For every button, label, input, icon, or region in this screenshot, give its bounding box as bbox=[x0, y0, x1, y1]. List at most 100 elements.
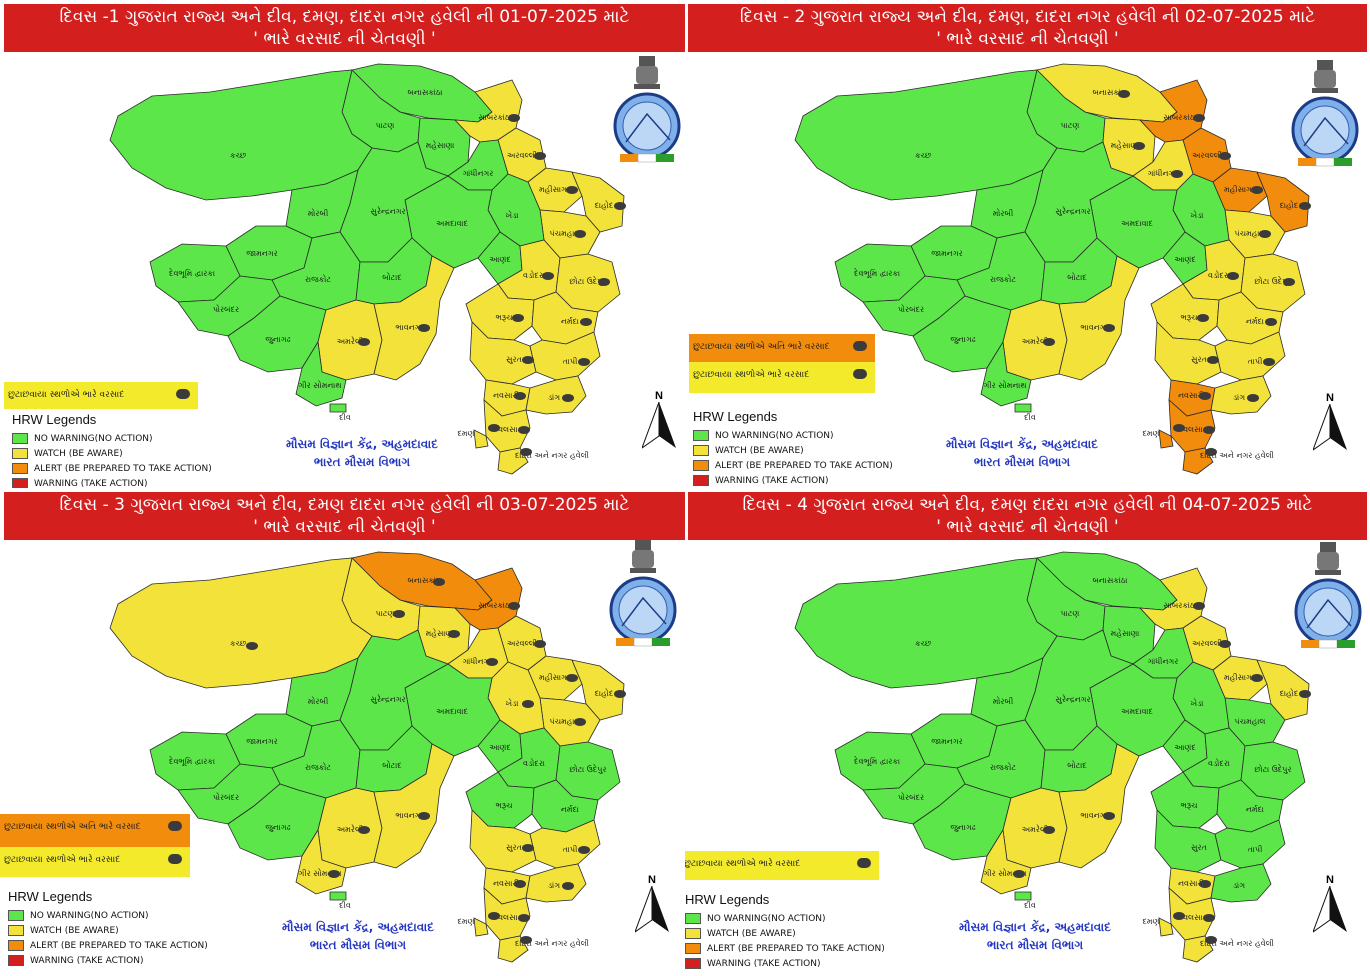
rain-cloud-icon bbox=[534, 640, 546, 648]
gujarat-district-map: બનાસકાંઠા પાટણ મહેસાણા સાબરકાંઠા અરવલ્લી ગાંધ… bbox=[794, 63, 1311, 475]
hrw-legend: HRW Legends NO WARNING(NO ACTION) WATCH (B… bbox=[693, 409, 893, 488]
district-label: સુરત bbox=[506, 843, 522, 852]
district-label: અમદાવાદ bbox=[1121, 707, 1153, 716]
center-line-1: મૌસમ વિજ્ઞાન કેંદ્ર, અહમદાવાદ bbox=[959, 920, 1111, 934]
rain-cloud-icon bbox=[518, 426, 530, 434]
rain-cloud-icon bbox=[1171, 170, 1183, 178]
district-label: સુરેન્દ્રનગર bbox=[370, 694, 405, 704]
district-label: ખેડા bbox=[1191, 210, 1204, 220]
legend-item: WATCH (BE AWARE) bbox=[12, 446, 212, 461]
rain-cloud-icon bbox=[1205, 448, 1217, 456]
rain-cloud-icon bbox=[1103, 812, 1115, 820]
district-label: નર્મદા bbox=[1246, 316, 1264, 326]
north-arrow-icon: N bbox=[1313, 874, 1347, 934]
district-label: છોટા ઉદેપુર bbox=[1254, 764, 1291, 775]
remark-very-heavy-rain: છુટાછવાયા સ્થળોએ અતિ ભારે વરસાદ bbox=[689, 334, 875, 362]
district-label: અરવલ્લી bbox=[1192, 151, 1222, 160]
district-label: બોટાદ bbox=[1067, 272, 1087, 282]
rain-cloud-icon bbox=[393, 610, 405, 618]
legend-item: WATCH (BE AWARE) bbox=[693, 443, 893, 458]
district-label: ભરૂચ bbox=[495, 801, 513, 810]
district-label: જુનાગઢ bbox=[950, 823, 975, 832]
rain-cloud-icon bbox=[176, 389, 190, 399]
district-label: ખેડા bbox=[506, 698, 519, 708]
rain-cloud-icon bbox=[1283, 278, 1295, 286]
district-label: બનાસકાંઠા bbox=[1092, 575, 1127, 585]
legend-label: WARNING (TAKE ACTION) bbox=[715, 475, 829, 486]
imd-center-label: મૌસમ વિજ્ઞાન કેંદ્ર, અહમદાવાદ ભારત મૌસમ … bbox=[258, 918, 458, 954]
rain-cloud-icon bbox=[246, 642, 258, 650]
rain-cloud-icon bbox=[1173, 424, 1185, 432]
north-arrow-icon: N bbox=[635, 874, 669, 934]
district-label: મહીસાગર bbox=[1224, 673, 1256, 682]
rain-cloud-icon bbox=[614, 202, 626, 210]
legend-item: NO WARNING(NO ACTION) bbox=[8, 908, 208, 923]
rain-cloud-icon bbox=[1205, 936, 1217, 944]
district-label: સુરેન્દ્રનગર bbox=[1055, 206, 1090, 216]
legend-heading: HRW Legends bbox=[685, 892, 770, 907]
panel-title-line-2: ' ભારે વરસાદ ની ચેતવણી ' bbox=[936, 29, 1119, 49]
rain-cloud-icon bbox=[522, 844, 534, 852]
rain-cloud-icon bbox=[486, 658, 498, 666]
district-label: આણંદ bbox=[1174, 742, 1196, 752]
rain-cloud-icon bbox=[562, 882, 574, 890]
legend-label: ALERT (BE PREPARED TO TAKE ACTION) bbox=[30, 940, 208, 951]
district-label: નવસારી bbox=[1178, 879, 1204, 888]
rain-cloud-icon bbox=[1203, 914, 1215, 922]
district-label: ભાવનગર bbox=[1080, 323, 1109, 332]
rain-cloud-icon bbox=[1203, 426, 1215, 434]
forecast-panel-day-1: દિવસ -1 ગુજરાત રાજ્ય અને દીવ, દમણ, દાદરા… bbox=[0, 0, 685, 488]
district-label: મોરબી bbox=[993, 696, 1014, 706]
rain-cloud-icon bbox=[522, 700, 534, 708]
remark-heavy-rain: છુટાછવાયા સ્થળોએ ભારે વરસાદ bbox=[689, 362, 875, 393]
rain-cloud-icon bbox=[1299, 202, 1311, 210]
district-shape bbox=[497, 935, 529, 963]
district-shape bbox=[295, 828, 347, 895]
panel-title-line-1: દિવસ -1 ગુજરાત રાજ્ય અને દીવ, દમણ, દાદરા… bbox=[59, 7, 630, 27]
center-line-1: મૌસમ વિજ્ઞાન કેંદ્ર, અહમદાવાદ bbox=[286, 437, 438, 451]
legend-item: WARNING (TAKE ACTION) bbox=[12, 476, 212, 488]
district-label: કચ્છ bbox=[230, 151, 246, 160]
legend-item: WARNING (TAKE ACTION) bbox=[8, 953, 208, 968]
district-label: દાહોદ bbox=[1280, 200, 1299, 210]
district-label: અમદાવાદ bbox=[436, 219, 468, 228]
rain-cloud-icon bbox=[1197, 314, 1209, 322]
district-label: મહીસાગર bbox=[539, 185, 571, 194]
district-label: રાજકોટ bbox=[990, 762, 1016, 772]
rain-cloud-icon bbox=[1133, 142, 1145, 150]
center-line-1: મૌસમ વિજ્ઞાન કેંદ્ર, અહમદાવાદ bbox=[946, 437, 1098, 451]
north-arrow-shape bbox=[635, 886, 669, 933]
district-label: તાપી bbox=[1248, 845, 1263, 854]
district-label: દીવ bbox=[339, 901, 351, 910]
legend-swatch bbox=[8, 910, 24, 921]
district-shape bbox=[109, 69, 373, 201]
district-label: બોટાદ bbox=[382, 760, 402, 770]
rain-cloud-icon bbox=[1251, 186, 1263, 194]
district-shape bbox=[980, 340, 1032, 407]
legend-item: NO WARNING(NO ACTION) bbox=[685, 911, 885, 926]
legend-label: WARNING (TAKE ACTION) bbox=[707, 958, 821, 969]
district-label: તાપી bbox=[1248, 357, 1263, 366]
district-label: નવસારી bbox=[493, 879, 519, 888]
district-label: રાજકોટ bbox=[305, 762, 331, 772]
imd-emblem-svg bbox=[613, 56, 681, 163]
legend-swatch bbox=[693, 460, 709, 471]
district-label: ગીર સોમનાથ bbox=[984, 380, 1027, 390]
district-label: વડોદરા bbox=[523, 270, 545, 280]
rain-cloud-icon bbox=[1219, 640, 1231, 648]
legend-swatch bbox=[12, 433, 28, 444]
district-label: આણંદ bbox=[489, 254, 511, 264]
rain-cloud-icon bbox=[1193, 114, 1205, 122]
rain-cloud-icon bbox=[433, 578, 445, 586]
remark-heavy-rain: છુટાછવાયા સ્થળોએ ભારે વરસાદ bbox=[4, 382, 198, 409]
district-label: નર્મદા bbox=[561, 804, 579, 814]
rain-cloud-icon bbox=[508, 114, 520, 122]
legend-heading: HRW Legends bbox=[8, 889, 93, 904]
district-label: દાદરા અને નગર હવેલી bbox=[515, 450, 589, 460]
district-label: અમદાવાદ bbox=[436, 707, 468, 716]
district-label: રાજકોટ bbox=[305, 274, 331, 284]
district-label: દાદરા અને નગર હવેલી bbox=[1200, 938, 1274, 948]
legend-swatch bbox=[693, 475, 709, 486]
legend-swatch bbox=[685, 958, 701, 969]
rain-cloud-icon bbox=[566, 674, 578, 682]
